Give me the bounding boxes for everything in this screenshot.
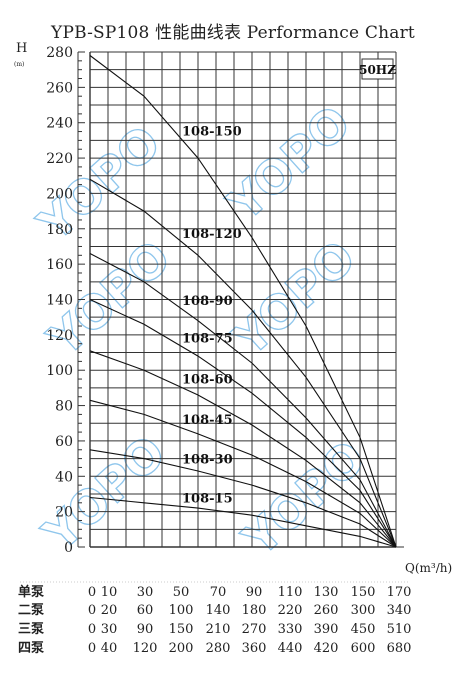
- pump-cell: 510: [387, 622, 412, 637]
- series-label: 108-75: [182, 332, 233, 347]
- pump-cell: 10: [101, 585, 118, 600]
- pump-cell: 300: [351, 603, 376, 618]
- y-tick-label: 280: [46, 45, 73, 61]
- pump-cell: 30: [137, 585, 154, 600]
- pump-cell: 0: [88, 603, 96, 618]
- pump-cell: 50: [173, 585, 190, 600]
- pump-cell: 150: [169, 622, 194, 637]
- series-label: 108-120: [182, 227, 242, 242]
- pump-cell: 110: [278, 585, 303, 600]
- pump-cell: 170: [387, 585, 412, 600]
- y-tick-label: 0: [64, 540, 73, 556]
- watermark-text-3: YOPO: [222, 230, 366, 367]
- pump-cell: 200: [169, 641, 194, 656]
- frequency-badge: 50HZ: [359, 63, 396, 77]
- pump-cell: 20: [101, 603, 118, 618]
- curve-108-60: [89, 350, 397, 548]
- pump-row-label: 单泵: [18, 584, 44, 600]
- pump-cell: 440: [278, 641, 303, 656]
- y-tick-label: 20: [55, 505, 73, 521]
- chart-title: YPB-SP108 性能曲线表 Performance Chart: [51, 23, 415, 43]
- pump-cell: 40: [101, 641, 118, 656]
- y-tick-label: 100: [46, 363, 73, 379]
- pump-cell: 150: [351, 585, 376, 600]
- series-label: 108-30: [182, 452, 233, 467]
- y-tick-label: 60: [55, 434, 73, 450]
- y-tick-label: 80: [55, 399, 73, 415]
- pump-cell: 120: [133, 641, 158, 656]
- pump-cell: 140: [206, 603, 231, 618]
- pump-row-label: 三泵: [18, 622, 44, 637]
- pump-cell: 60: [137, 603, 154, 618]
- curve-108-15: [89, 496, 397, 548]
- series-label: 108-90: [182, 294, 233, 309]
- pump-cell: 130: [314, 585, 339, 600]
- pump-cell: 680: [387, 641, 412, 656]
- curve-108-120: [89, 178, 397, 548]
- pump-cell: 0: [88, 641, 96, 656]
- pump-cell: 270: [242, 622, 267, 637]
- pump-cell: 220: [278, 603, 303, 618]
- pump-cell: 280: [206, 641, 231, 656]
- pump-cell: 340: [387, 603, 412, 618]
- pump-cell: 90: [137, 622, 154, 637]
- y-tick-label: 140: [46, 293, 73, 309]
- pump-cell: 70: [210, 585, 227, 600]
- curve-108-150: [89, 55, 397, 548]
- pump-cell: 90: [246, 585, 263, 600]
- pump-cell: 30: [101, 622, 118, 637]
- series-label: 108-150: [182, 125, 242, 140]
- pump-cell: 180: [242, 603, 267, 618]
- pump-cell: 420: [314, 641, 339, 656]
- series-label: 108-60: [182, 373, 233, 388]
- pump-cell: 600: [351, 641, 376, 656]
- y-tick-label: 240: [46, 116, 73, 132]
- pump-cell: 390: [314, 622, 339, 637]
- pump-cell: 330: [278, 622, 303, 637]
- pump-row-label: 四泵: [18, 641, 44, 656]
- watermark-text-4: YOPO: [32, 425, 176, 562]
- y-axis-label: H: [16, 41, 27, 56]
- y-tick-label: 220: [46, 151, 73, 167]
- pump-cell: 210: [206, 622, 231, 637]
- curve-108-90: [89, 253, 397, 548]
- frequency-badge-box: [361, 58, 394, 80]
- y-axis-unit: (m): [14, 61, 24, 68]
- curve-108-30: [89, 449, 397, 548]
- y-tick-label: 40: [55, 469, 73, 485]
- pump-cell: 260: [314, 603, 339, 618]
- pump-cell: 100: [169, 603, 194, 618]
- x-axis-label: Q(m³/h): [405, 561, 452, 575]
- y-tick-label: 200: [46, 186, 73, 202]
- pump-cell: 450: [351, 622, 376, 637]
- pump-row-label: 二泵: [18, 603, 44, 618]
- series-label: 108-15: [182, 492, 233, 507]
- pump-cell: 360: [242, 641, 267, 656]
- y-tick-label: 180: [46, 222, 73, 238]
- curve-108-75: [89, 299, 397, 548]
- y-tick-label: 260: [46, 80, 73, 96]
- series-label: 108-45: [182, 413, 233, 428]
- y-tick-label: 160: [46, 257, 73, 273]
- pump-cell: 0: [88, 622, 96, 637]
- curve-108-45: [89, 399, 397, 548]
- pump-cell: 0: [88, 585, 96, 600]
- y-tick-label: 120: [46, 328, 73, 344]
